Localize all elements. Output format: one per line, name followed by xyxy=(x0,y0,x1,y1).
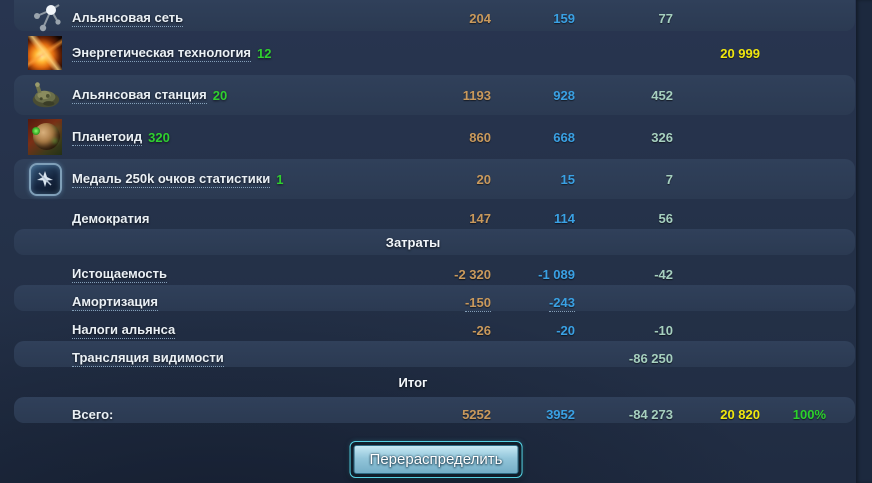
section-header: Итог xyxy=(398,374,428,390)
value-cell-col3: 77 xyxy=(658,10,673,26)
value-cell-col3: 56 xyxy=(658,210,673,226)
label-cell: Медаль 250k очков статистики 1 xyxy=(0,161,401,197)
row-count: 320 xyxy=(148,129,170,145)
total-row: Всего: 5252 3952 -84 273 20 820 100% xyxy=(0,396,856,424)
table-row: Альянсовая сеть 204 159 77 xyxy=(0,0,856,32)
value-cell-col3: -84 273 xyxy=(628,406,673,422)
table-row: Медаль 250k очков статистики 1 20 15 7 xyxy=(0,158,856,200)
icon-spacer xyxy=(28,200,62,236)
value-cell-col3: 326 xyxy=(651,129,673,145)
table-row: Трансляция видимости -86 250 xyxy=(0,340,856,368)
value-cell-col1: 20 xyxy=(476,171,491,187)
value-cell-col2: 159 xyxy=(553,10,575,26)
row-label[interactable]: Трансляция видимости xyxy=(72,349,224,367)
value-cell-col1: 204 xyxy=(469,10,491,26)
value-cell-col2: -20 xyxy=(556,322,575,338)
row-label[interactable]: Налоги альянса xyxy=(72,321,176,339)
value-cell-col1: 5252 xyxy=(462,406,491,422)
value-cell-col2: 3952 xyxy=(546,406,575,422)
value-cell-col3: -42 xyxy=(654,266,673,282)
value-cell-col2: 114 xyxy=(554,210,575,226)
row-count: 12 xyxy=(257,45,272,61)
label-cell: Амортизация xyxy=(0,284,401,320)
table-row: Энергетическая технология 12 20 999 xyxy=(0,32,856,74)
label-cell: Альянсовая станция 20 xyxy=(0,77,401,113)
value-cell-col3: 452 xyxy=(651,87,673,103)
value-cell-col3: -86 250 xyxy=(628,350,673,366)
value-cell-col3: -10 xyxy=(654,322,673,338)
row-label[interactable]: Альянсовая сеть xyxy=(72,9,184,27)
section-row: Затраты xyxy=(0,228,856,256)
table-row: Альянсовая станция 20 1193 928 452 xyxy=(0,74,856,116)
value-cell-col4: 20 820 xyxy=(720,406,760,422)
value-cell-col1: -26 xyxy=(472,322,491,338)
value-cell-col2: -1 089 xyxy=(538,266,575,282)
button-frame: Перераспределить xyxy=(349,441,523,478)
redistribute-button[interactable]: Перераспределить xyxy=(353,445,519,474)
value-cell-col2: 668 xyxy=(553,129,575,145)
value-cell-col1: 147 xyxy=(469,210,491,226)
value-cell-col1: 1193 xyxy=(462,87,491,103)
row-count: 1 xyxy=(276,171,284,187)
table-row: Амортизация -150 -243 xyxy=(0,284,856,312)
table-row: Демократия 147 114 56 xyxy=(0,200,856,228)
value-cell-col4: 20 999 xyxy=(720,45,760,61)
row-label[interactable]: Истощаемость xyxy=(72,265,167,283)
label-cell: Налоги альянса xyxy=(0,312,401,348)
row-label: Всего: xyxy=(72,406,114,422)
medal-icon xyxy=(28,161,62,197)
energy-icon xyxy=(28,35,62,71)
table-row: Истощаемость -2 320 -1 089 -42 xyxy=(0,256,856,284)
label-cell: Трансляция видимости xyxy=(0,340,401,376)
table-row: Планетоид 320 860 668 326 xyxy=(0,116,856,158)
row-label[interactable]: Планетоид xyxy=(72,128,143,146)
value-cell-col2: 15 xyxy=(560,171,575,187)
planetoid-icon xyxy=(28,119,62,155)
value-cell-col1: -2 320 xyxy=(454,266,491,282)
station-icon xyxy=(28,77,62,113)
label-cell: Альянсовая сеть xyxy=(0,0,401,36)
value-cell-col1: 860 xyxy=(469,129,491,145)
table-row: Налоги альянса -26 -20 -10 xyxy=(0,312,856,340)
row-label[interactable]: Амортизация xyxy=(72,293,158,311)
value-cell-col3: 7 xyxy=(665,171,673,187)
label-cell: Энергетическая технология 12 xyxy=(0,35,401,71)
value-cell-col1[interactable]: -150 xyxy=(464,294,491,312)
row-label: Демократия xyxy=(72,210,150,226)
icon-spacer xyxy=(28,396,62,432)
row-label[interactable]: Медаль 250k очков статистики xyxy=(72,170,271,188)
resource-table: Альянсовая сеть 204 159 77 Энергетическая те… xyxy=(0,0,856,424)
section-header: Затраты xyxy=(385,234,441,250)
label-cell: Истощаемость xyxy=(0,256,401,292)
section-row: Итог xyxy=(0,368,856,396)
value-cell-col2: 928 xyxy=(553,87,575,103)
redistribute-button-frame: Перераспределить xyxy=(349,441,523,478)
value-cell-col5: 100% xyxy=(792,406,826,422)
row-count: 20 xyxy=(212,87,228,103)
network-icon xyxy=(28,0,62,36)
row-label[interactable]: Энергетическая технология xyxy=(72,44,252,62)
label-cell: Планетоид 320 xyxy=(0,119,401,155)
value-cell-col2[interactable]: -243 xyxy=(548,294,575,312)
label-cell: Демократия xyxy=(0,200,401,236)
label-cell: Всего: xyxy=(0,396,401,432)
icon-spacer xyxy=(28,340,62,376)
right-edge-panel xyxy=(856,0,872,483)
row-label[interactable]: Альянсовая станция xyxy=(72,86,207,104)
